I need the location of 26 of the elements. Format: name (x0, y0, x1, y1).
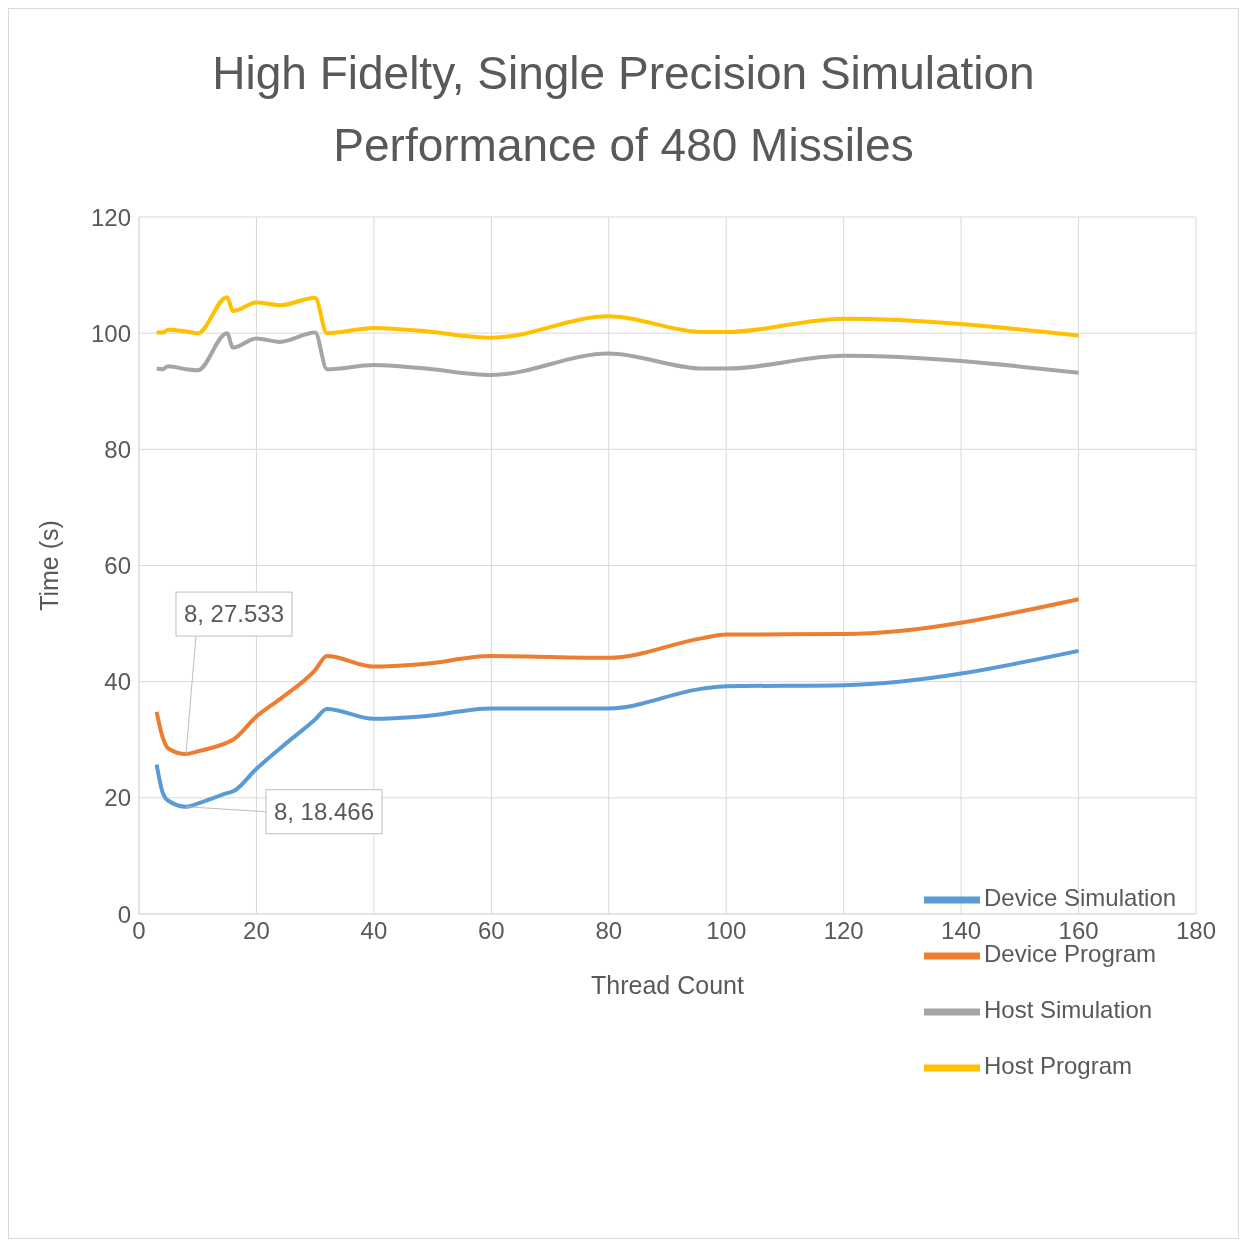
chart-title: High Fidelty, Single Precision Simulation Performance of 480 Missiles (211, 46, 1036, 173)
y-tick-label: 20 (104, 784, 131, 812)
x-tick-label: 40 (360, 917, 388, 945)
y-tick-label: 100 (90, 319, 131, 347)
x-tick-label: 120 (823, 917, 864, 945)
y-tick-label: 60 (104, 552, 131, 580)
y-tick-label: 0 (117, 900, 131, 928)
line-series (154, 330, 1081, 377)
y-axis-title: Time (s) (34, 520, 63, 611)
x-tick-label: 20 (243, 917, 270, 945)
line-series (154, 597, 1081, 757)
y-tick-label: 40 (104, 668, 131, 696)
x-tick-label: 60 (477, 917, 505, 945)
annotation: 8, 27.533 (183, 600, 285, 628)
y-tick-label: 80 (104, 435, 131, 463)
legend-label: Device Simulation (984, 884, 1177, 912)
x-tick-label: 80 (595, 917, 623, 945)
x-tick-label: 140 (941, 917, 982, 945)
legend-label: Host Simulation (984, 996, 1153, 1024)
annotation: 8, 18.466 (273, 797, 375, 825)
y-tick-label: 120 (90, 203, 131, 231)
legend-label: Host Program (984, 1052, 1133, 1080)
line-series (154, 295, 1081, 340)
x-tick-label: 100 (706, 917, 747, 945)
x-axis-title: Thread Count (591, 971, 744, 999)
x-tick-label: 180 (1175, 917, 1217, 945)
